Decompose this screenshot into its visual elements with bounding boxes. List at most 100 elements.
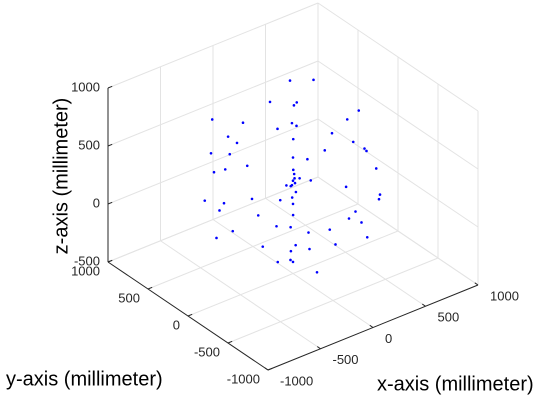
z-tick-label: 0 xyxy=(93,195,100,210)
tick-mark xyxy=(147,286,153,290)
point xyxy=(209,152,213,155)
y-axis-label: y-axis (millimeter) xyxy=(6,368,163,390)
point xyxy=(347,217,351,220)
point xyxy=(354,210,357,213)
x-tick-label: 500 xyxy=(438,310,460,325)
point xyxy=(330,131,334,135)
grid-line xyxy=(317,2,479,112)
point xyxy=(294,190,298,194)
x-tick-label: 0 xyxy=(385,331,392,346)
point xyxy=(231,229,235,233)
point xyxy=(289,225,292,229)
point xyxy=(291,156,295,159)
point xyxy=(256,214,260,217)
z-tick-label: 500 xyxy=(78,137,100,152)
y-tick-label: 1000 xyxy=(71,263,100,278)
tick-mark xyxy=(107,259,113,263)
point xyxy=(292,104,296,107)
point xyxy=(365,235,369,239)
point xyxy=(278,198,282,202)
tick-mark xyxy=(264,367,269,371)
point xyxy=(222,201,226,205)
tick-mark xyxy=(422,303,426,307)
point xyxy=(203,199,207,202)
point xyxy=(293,177,296,180)
tick-mark xyxy=(474,282,479,286)
z-tick-label: 1000 xyxy=(71,79,100,94)
y-tick-label: -500 xyxy=(194,344,220,359)
point xyxy=(276,260,280,264)
point xyxy=(228,152,232,156)
point xyxy=(291,260,295,264)
point xyxy=(226,135,230,138)
point xyxy=(334,243,337,246)
point xyxy=(374,167,378,170)
point xyxy=(290,121,294,125)
grid-line xyxy=(317,118,479,228)
point xyxy=(261,245,265,248)
grid-line xyxy=(227,257,439,344)
point xyxy=(298,177,301,180)
tick-mark xyxy=(107,201,113,205)
grid-line xyxy=(147,203,359,290)
point xyxy=(306,157,309,161)
point xyxy=(293,181,297,185)
grid-line xyxy=(317,176,479,286)
point xyxy=(328,228,332,231)
point xyxy=(210,118,214,121)
grid-line xyxy=(107,2,319,89)
z-tick-label: -500 xyxy=(74,253,100,268)
point xyxy=(308,247,311,251)
x-tick-label: -500 xyxy=(333,352,359,367)
tick-mark xyxy=(369,324,374,328)
grid-line xyxy=(187,230,399,317)
point xyxy=(295,101,299,104)
point xyxy=(290,183,294,187)
point xyxy=(235,141,239,145)
point xyxy=(307,231,310,234)
point xyxy=(291,137,295,141)
tick-mark xyxy=(187,313,193,317)
y-tick-label: -1000 xyxy=(227,371,260,386)
point xyxy=(290,196,294,199)
point xyxy=(268,100,272,104)
point xyxy=(315,271,319,274)
tick-mark xyxy=(107,85,113,89)
point xyxy=(218,209,221,212)
point xyxy=(285,184,288,187)
grid-layer xyxy=(107,2,479,371)
point xyxy=(378,193,382,196)
x-axis-label: x-axis (millimeter) xyxy=(377,373,534,395)
point xyxy=(245,164,249,168)
point xyxy=(365,149,368,153)
point xyxy=(363,147,366,150)
point xyxy=(377,197,381,201)
point xyxy=(323,149,327,152)
point xyxy=(294,243,297,247)
x-tick-label: -1000 xyxy=(280,373,313,388)
point xyxy=(360,221,363,224)
point xyxy=(289,249,293,253)
tick-mark xyxy=(317,346,321,350)
tick-mark xyxy=(227,340,233,344)
axis-layer: -1000-50005001000-1000-50005001000-50005… xyxy=(71,79,519,388)
point xyxy=(291,168,295,172)
point xyxy=(276,127,279,131)
point xyxy=(212,170,216,174)
point xyxy=(291,202,295,206)
point xyxy=(223,168,227,171)
grid-line xyxy=(107,60,319,147)
grid-line xyxy=(317,60,479,170)
grid-line xyxy=(107,176,319,263)
point xyxy=(291,213,295,217)
point xyxy=(295,124,298,128)
point xyxy=(344,185,348,189)
tick-mark xyxy=(267,367,273,371)
y-tick-label: 0 xyxy=(173,317,180,332)
tick-mark xyxy=(107,143,113,147)
points-layer xyxy=(203,78,382,274)
x-tick-label: 1000 xyxy=(490,288,519,303)
point xyxy=(275,224,278,228)
